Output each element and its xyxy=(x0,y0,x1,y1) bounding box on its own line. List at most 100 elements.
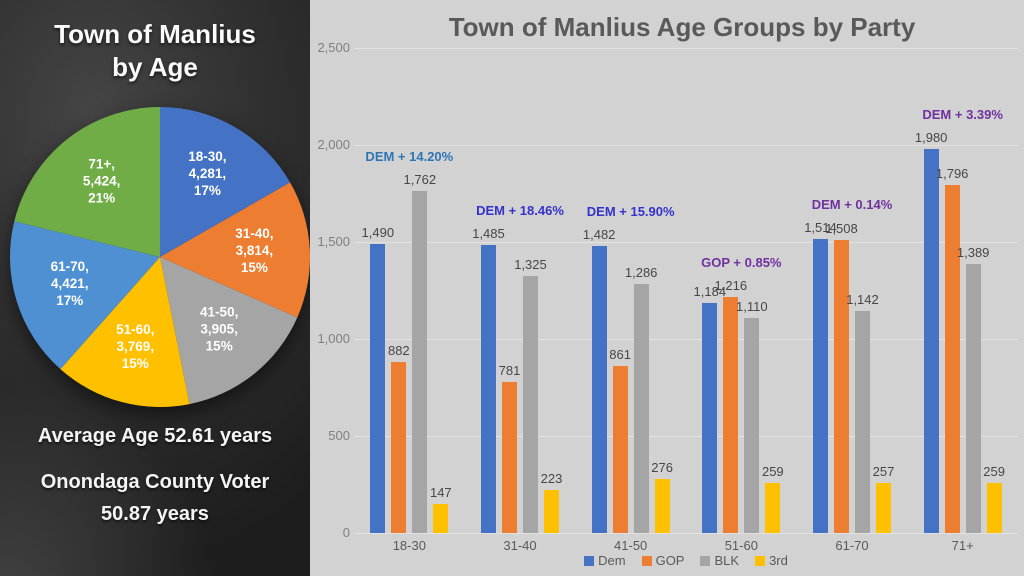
x-category-label-31-40: 31-40 xyxy=(503,538,537,553)
bar-Dem-18-30 xyxy=(370,243,386,533)
bar-value-label: 1,796 xyxy=(935,165,969,181)
legend-item-GOP: GOP xyxy=(641,553,685,568)
bar-value-label: 257 xyxy=(872,464,895,480)
pie-title-line2: by Age xyxy=(112,52,198,82)
legend-item-3rd: 3rd xyxy=(755,553,788,568)
group-annotation-41-50: DEM + 15.90% xyxy=(586,203,675,219)
y-tick-label: 1,500 xyxy=(317,234,350,249)
pie-chart: 18-30, 4,281, 17%31-40, 3,814, 15% 41-50, 3,90… xyxy=(10,107,310,408)
x-category-label-61-70: 61-70 xyxy=(835,538,869,553)
bar-Dem-41-50 xyxy=(591,245,607,533)
pie-slice-71+ xyxy=(14,107,160,257)
pie-chart-title: Town of Manlius by Age xyxy=(0,18,310,84)
bar-value-label: 1,482 xyxy=(582,226,616,242)
y-tick-label: 1,000 xyxy=(317,331,350,346)
bar-group-71+: 1,980 1,796 1,389 259 DEM + 3.39% xyxy=(907,48,1018,533)
bar-GOP-51-60 xyxy=(723,297,739,533)
bar-value-label: 1,514 xyxy=(804,220,837,236)
pie-panel: Town of Manlius by Age 18-30, 4,281, 17% 31… xyxy=(0,0,310,576)
bar-value-label: 259 xyxy=(983,463,1006,479)
bar-value-label: 1,762 xyxy=(403,172,437,188)
legend-label-GOP: GOP xyxy=(655,553,685,568)
bar-BLK-61-70 xyxy=(854,311,870,533)
bar-3rd-61-70 xyxy=(875,483,891,533)
bar-value-label: 1,980 xyxy=(914,129,948,145)
pie-slice-41-50 xyxy=(160,257,298,405)
bar-group-18-30: 1,490 882 1,762 147 DEM + 14.20% xyxy=(354,48,465,533)
bar-value-label: 781 xyxy=(498,362,521,378)
bar-GOP-31-40 xyxy=(501,381,517,533)
bar-GOP-61-70 xyxy=(833,240,849,533)
legend-label-BLK: BLK xyxy=(714,553,740,568)
pie-slice-label-71+: 71+, 5,424, 21% xyxy=(83,157,121,206)
bar-GOP-18-30 xyxy=(391,361,407,533)
legend-swatch-3rd xyxy=(755,555,766,566)
gridline-2,500 xyxy=(354,47,1018,49)
bar-Dem-61-70 xyxy=(812,239,828,533)
bar-value-label: 1,485 xyxy=(472,225,505,241)
bar-value-label: 1,389 xyxy=(956,244,990,260)
legend: Dem GOP BLK 3rd xyxy=(354,553,1018,568)
bar-Dem-71+ xyxy=(923,148,939,533)
bar-3rd-31-40 xyxy=(543,489,559,533)
gridline-0 xyxy=(354,532,1018,534)
bar-group-61-70: 1,514 1,508 1,142 257 DEM + 0.14% xyxy=(797,48,908,533)
bar-BLK-71+ xyxy=(965,263,981,533)
gridline-1,000 xyxy=(354,338,1018,340)
gridline-500 xyxy=(354,435,1018,437)
bar-BLK-18-30 xyxy=(412,191,428,533)
y-tick-label: 500 xyxy=(328,428,350,443)
bar-group-51-60: 1,184 1,216 1,110 259 GOP + 0.85% xyxy=(686,48,797,533)
bar-GOP-71+ xyxy=(944,184,960,533)
county-note-line2: 50.87 years xyxy=(101,503,209,525)
bar-value-label: 147 xyxy=(429,485,452,501)
bar-chart-title: Town of Manlius Age Groups by Party xyxy=(448,12,916,42)
bar-value-label: 1,490 xyxy=(361,224,395,240)
bar-group-31-40: 1,485 781 1,325 223 DEM + 18.46% xyxy=(465,48,576,533)
bar-value-label: 1,110 xyxy=(736,298,768,314)
bar-BLK-41-50 xyxy=(633,283,649,533)
group-annotation-51-60: GOP + 0.85% xyxy=(701,255,782,271)
bar-value-label: 882 xyxy=(387,342,410,358)
legend-swatch-GOP xyxy=(641,555,652,566)
bar-3rd-41-50 xyxy=(654,479,670,533)
gridline-1,500 xyxy=(354,241,1018,243)
bar-value-label: 223 xyxy=(540,470,563,486)
pie-slice-label-61-70: 61-70, 4,421, 17% xyxy=(51,259,89,308)
bar-plot-area: 0 500 1,000 1,500 2,000 2,500 1,490 882 1,762 147… xyxy=(317,40,1018,540)
legend-label-3rd: 3rd xyxy=(769,553,788,568)
legend-item-BLK: BLK xyxy=(700,553,739,568)
legend-swatch-Dem xyxy=(584,555,595,566)
pie-slice-18-30 xyxy=(160,107,291,257)
legend-swatch-BLK xyxy=(700,555,711,566)
legend-item-Dem: Dem xyxy=(584,553,626,568)
pie-slice-label-18-30: 18-30, 4,281, 17% xyxy=(188,149,226,198)
pie-slice-label-41-50: 41-50, 3,905, 15% xyxy=(200,305,238,354)
pie-slice-label-31-40: 31-40, 3,814, 15% xyxy=(235,226,273,275)
pie-title-line1: Town of Manlius xyxy=(54,19,256,49)
pie-slice-61-70 xyxy=(10,221,161,370)
y-tick-label: 2,500 xyxy=(317,40,350,55)
x-category-label-41-50: 41-50 xyxy=(614,538,648,553)
bar-value-label: 1,325 xyxy=(514,256,547,272)
average-age-note: Average Age 52.61 years xyxy=(37,425,273,447)
pie-slice-51-60 xyxy=(60,257,190,408)
gridline-2,000 xyxy=(354,144,1018,146)
bar-3rd-18-30 xyxy=(433,504,449,533)
county-voter-note: Onondaga County Voter 50.87 years xyxy=(0,466,310,530)
group-annotation-31-40: DEM + 18.46% xyxy=(476,202,564,218)
legend-label-Dem: Dem xyxy=(598,553,626,568)
x-category-label-18-30: 18-30 xyxy=(392,538,426,553)
bar-GOP-41-50 xyxy=(612,365,628,533)
bar-value-label: 1,142 xyxy=(846,292,879,308)
bar-value-label: 259 xyxy=(761,463,784,479)
x-category-label-51-60: 51-60 xyxy=(724,538,758,553)
bar-BLK-31-40 xyxy=(522,275,538,533)
bar-3rd-71+ xyxy=(986,482,1002,533)
group-annotation-18-30: DEM + 14.20% xyxy=(365,149,454,165)
x-category-label-71+: 71+ xyxy=(951,538,974,553)
bar-chart-panel: Town of Manlius Age Groups by Party 0 500… xyxy=(310,0,1024,576)
pie-slice-label-51-60: 51-60, 3,769, 15% xyxy=(116,322,154,371)
bar-value-label: 1,216 xyxy=(714,278,748,294)
